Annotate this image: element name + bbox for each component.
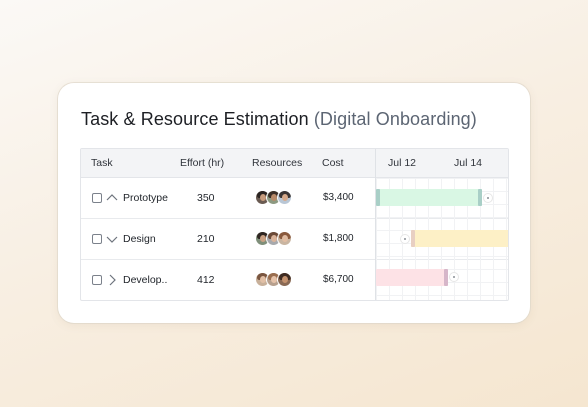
timeline-date-label: Jul 12 <box>388 157 417 169</box>
gantt-bar-prototype[interactable] <box>376 189 482 206</box>
header-cost[interactable]: Cost <box>322 157 344 169</box>
row-checkbox[interactable] <box>92 234 102 244</box>
table-row[interactable]: Design 210 $1,800 <box>81 219 508 260</box>
resource-avatars[interactable] <box>255 190 305 206</box>
gantt-bar-design[interactable] <box>411 230 508 247</box>
gantt-bar-development[interactable] <box>376 269 448 286</box>
bar-start-handle[interactable] <box>411 230 415 247</box>
estimation-table: Task Effort (hr) Resources Cost Prototyp… <box>80 148 509 301</box>
task-name: Design <box>123 233 156 245</box>
header-task[interactable]: Task <box>91 157 113 169</box>
table-row[interactable]: Develop.. 412 $6,700 <box>81 260 508 300</box>
chevron-right-icon[interactable] <box>105 273 119 287</box>
bar-link-dot[interactable] <box>484 194 492 202</box>
avatar[interactable] <box>277 272 292 287</box>
cost-value: $6,700 <box>323 274 354 285</box>
card-title-subtitle: (Digital Onboarding) <box>313 109 477 129</box>
header-effort[interactable]: Effort (hr) <box>180 157 225 169</box>
task-name: Develop.. <box>123 274 168 286</box>
resource-avatars[interactable] <box>255 272 305 288</box>
effort-value: 210 <box>197 233 215 245</box>
table-header: Task Effort (hr) Resources Cost <box>81 149 508 178</box>
gantt-timeline: Jul 12 Jul 14 <box>375 149 508 300</box>
effort-value: 350 <box>197 192 215 204</box>
avatar[interactable] <box>277 190 292 205</box>
avatar[interactable] <box>277 231 292 246</box>
card-title-main: Task & Resource Estimation <box>81 109 309 129</box>
timeline-date-label: Jul 14 <box>454 157 483 169</box>
bar-end-handle[interactable] <box>444 269 448 286</box>
cost-value: $1,800 <box>323 233 354 244</box>
chevron-up-icon[interactable] <box>105 191 119 205</box>
resource-avatars[interactable] <box>255 231 305 247</box>
cost-value: $3,400 <box>323 192 354 203</box>
bar-start-handle[interactable] <box>376 189 380 206</box>
chevron-down-icon[interactable] <box>105 232 119 246</box>
row-checkbox[interactable] <box>92 193 102 203</box>
effort-value: 412 <box>197 274 215 286</box>
row-checkbox[interactable] <box>92 275 102 285</box>
header-resources[interactable]: Resources <box>252 157 303 169</box>
table-row[interactable]: Prototype 350 $3,400 <box>81 178 508 219</box>
estimation-card: Task & Resource Estimation (Digital Onbo… <box>58 83 530 323</box>
bar-link-dot[interactable] <box>450 273 458 281</box>
bar-end-handle[interactable] <box>478 189 482 206</box>
task-name: Prototype <box>123 192 168 204</box>
card-title: Task & Resource Estimation (Digital Onbo… <box>81 109 477 130</box>
bar-link-dot[interactable] <box>401 235 409 243</box>
